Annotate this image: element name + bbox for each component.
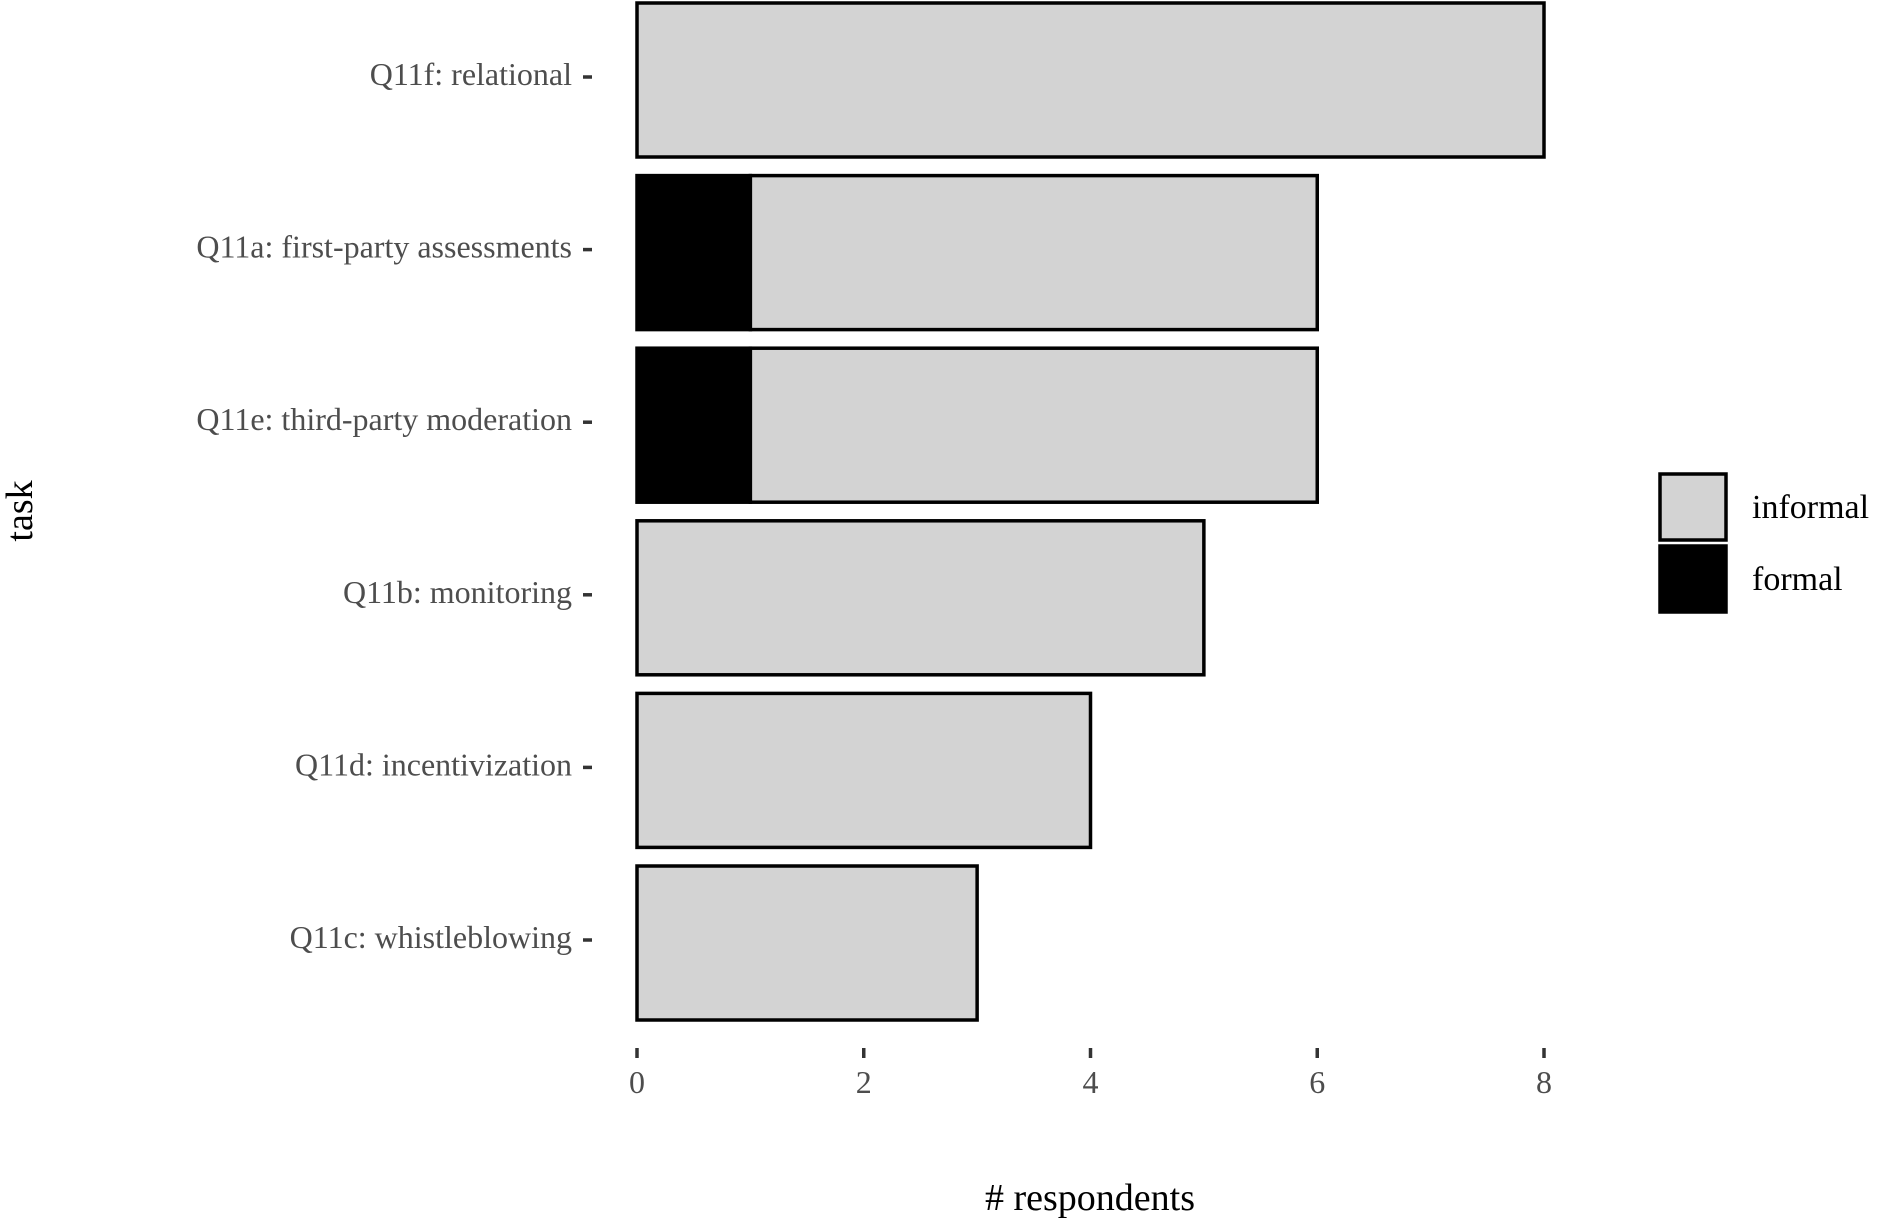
y-axis: Q11f: relational Q11a: first-party assess… [196, 56, 592, 955]
legend: informal formal [1658, 472, 1869, 614]
x-axis-title: # respondents [985, 1177, 1195, 1219]
bar-informal-q11b-monitoring [635, 519, 1206, 677]
y-tick-label: Q11b: monitoring [343, 574, 572, 610]
y-axis-title: task [0, 480, 41, 541]
x-tick-label: 6 [1309, 1064, 1325, 1100]
x-tick-label: 0 [629, 1064, 645, 1100]
y-tick-label: Q11a: first-party assessments [196, 229, 572, 265]
x-axis: 0 2 4 6 8 [629, 1048, 1552, 1100]
bar-informal-q11d-incentivization [635, 691, 1093, 850]
bars-layer [635, 1, 1546, 1022]
bar-informal-q11e-third-party-moderation [748, 346, 1319, 504]
bar-formal-q11a-first-party-assessments [635, 173, 753, 332]
legend-key-formal [1658, 544, 1728, 614]
bar-informal-q11c-whistleblowing [635, 864, 979, 1022]
x-tick-label: 4 [1083, 1064, 1099, 1100]
x-tick-label: 2 [856, 1064, 872, 1100]
legend-label-formal: formal [1752, 561, 1843, 598]
bar-formal-q11e-third-party-moderation [635, 346, 753, 504]
y-tick-label: Q11d: incentivization [295, 746, 572, 782]
y-tick-label: Q11e: third-party moderation [196, 401, 572, 437]
y-tick-label: Q11f: relational [370, 56, 572, 92]
x-tick-label: 8 [1536, 1064, 1552, 1100]
bar-informal-q11f-relational [635, 1, 1546, 159]
bar-informal-q11a-first-party-assessments [748, 173, 1319, 332]
y-tick-label: Q11c: whistleblowing [290, 919, 572, 955]
legend-label-informal: informal [1752, 489, 1869, 526]
legend-key-informal [1658, 472, 1728, 542]
